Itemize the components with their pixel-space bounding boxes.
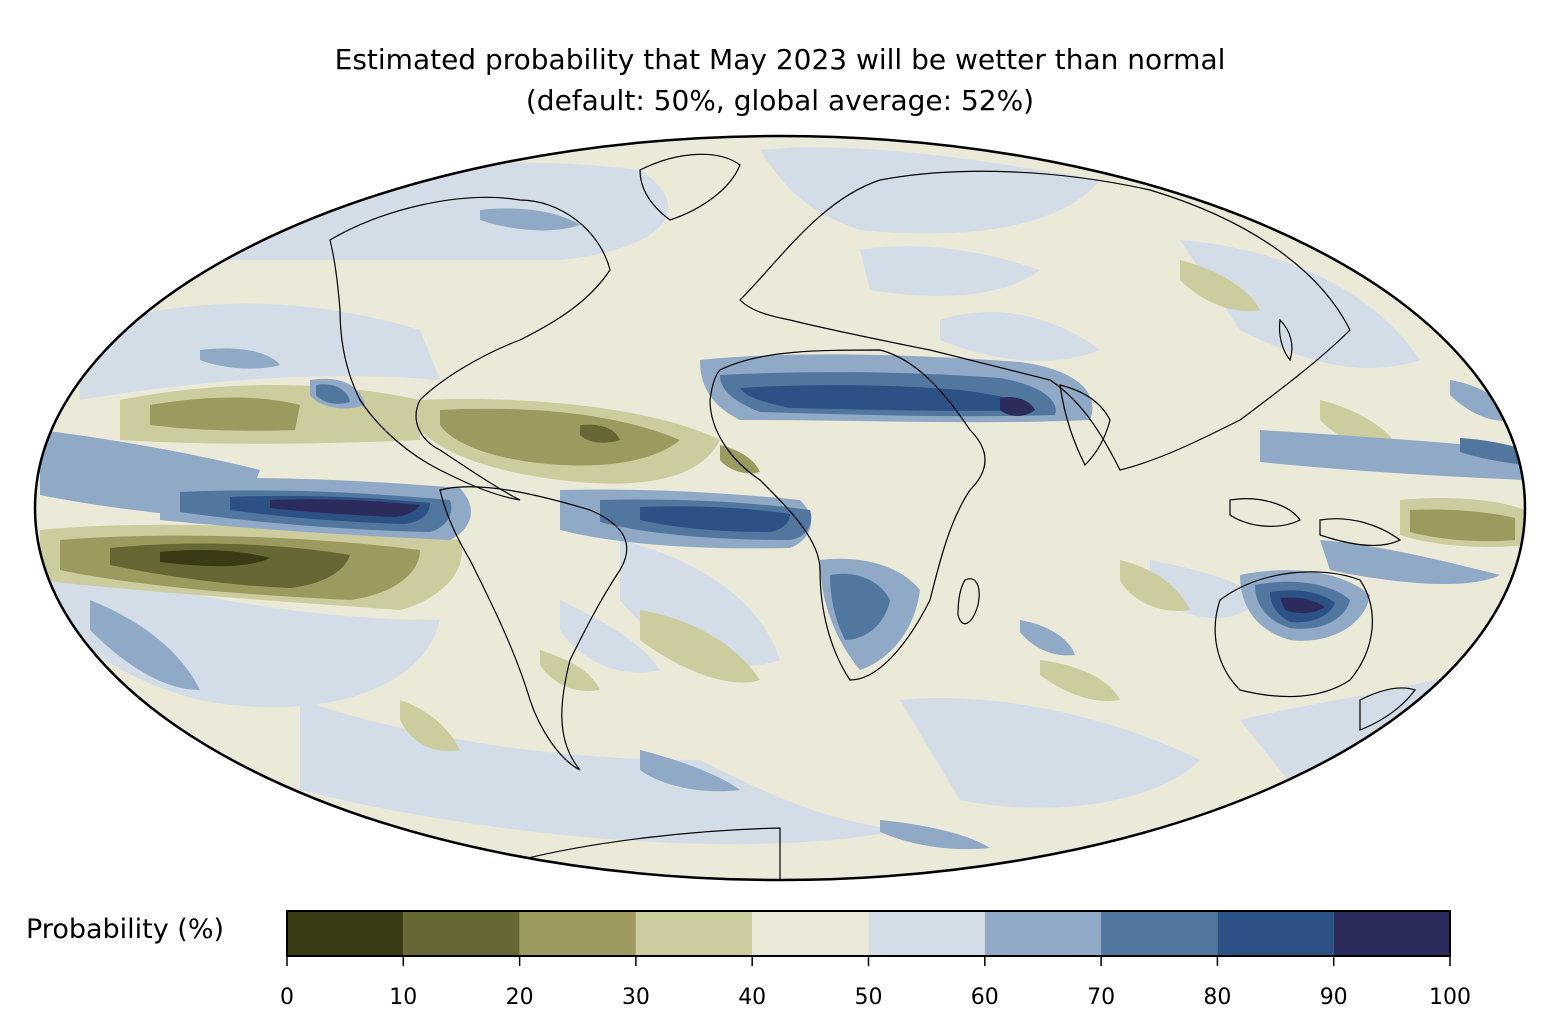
colorbar	[286, 910, 1451, 966]
map-globe	[35, 136, 1525, 880]
chart-subtitle: (default: 50%, global average: 52%)	[525, 84, 1035, 117]
coastlines	[329, 153, 1416, 880]
field-0-10	[160, 550, 270, 567]
colorbar-bin-30-40	[635, 911, 753, 956]
colorbar-bin-0-10	[287, 911, 404, 956]
chart-title: Estimated probability that May 2023 will…	[334, 43, 1226, 76]
colorbar-bin-20-30	[519, 911, 636, 956]
colorbar-tick-label: 70	[1087, 985, 1116, 1010]
colorbar-tick-label: 80	[1203, 985, 1232, 1010]
field-90-100	[270, 397, 1325, 614]
colorbar-tick-label: 30	[621, 985, 650, 1010]
colorbar-tick-label: 90	[1319, 985, 1348, 1010]
globe-border	[33, 134, 1527, 882]
colorbar-tick-label: 40	[738, 985, 767, 1010]
colorbar-tick-label: 60	[970, 985, 999, 1010]
colorbar-bin-10-20	[403, 911, 520, 956]
colorbar-tick-label: 10	[389, 985, 418, 1010]
colorbar-tick-label: 20	[505, 985, 534, 1010]
colorbar-bin-80-90	[1217, 911, 1334, 956]
colorbar-bin-50-60	[868, 911, 985, 956]
colorbar-label: Probability (%)	[26, 914, 225, 945]
colorbar-bin-70-80	[1101, 911, 1218, 956]
colorbar-tick-label: 100	[1429, 985, 1471, 1010]
colorbar-bin-90-100	[1333, 911, 1450, 956]
colorbar-tick-label: 0	[280, 985, 294, 1010]
colorbar-tick-label: 50	[854, 985, 883, 1010]
colorbar-bin-60-70	[984, 911, 1102, 956]
colorbar-bin-40-50	[752, 911, 869, 956]
